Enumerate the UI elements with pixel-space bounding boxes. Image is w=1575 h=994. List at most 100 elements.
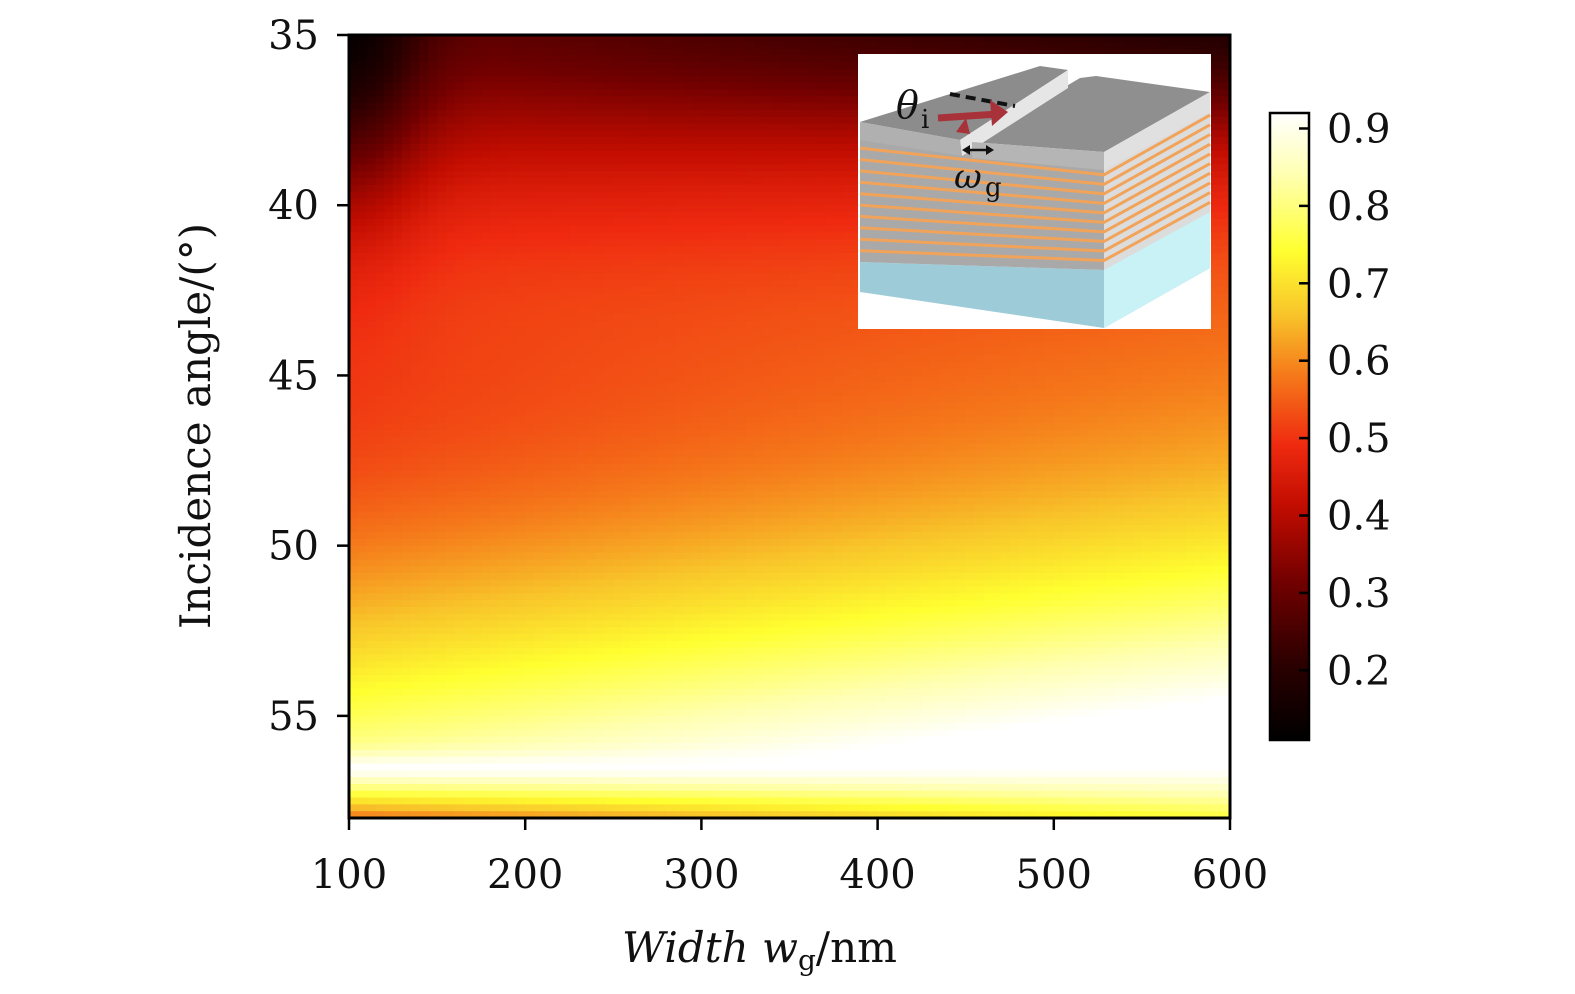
heatmap-cell — [719, 280, 729, 288]
heatmap-cell — [410, 232, 421, 240]
heatmap-cell — [604, 212, 614, 220]
heatmap-cell — [992, 334, 1002, 342]
heatmap-cell — [569, 171, 579, 179]
heatmap-cell — [569, 341, 579, 349]
heatmap-cell — [366, 62, 377, 70]
heatmap-cell — [578, 103, 588, 111]
heatmap-cell — [507, 280, 517, 288]
heatmap-cell — [613, 55, 623, 63]
heatmap-cell — [1221, 143, 1230, 152]
heatmap-cell — [472, 35, 482, 43]
heatmap-cell — [745, 280, 755, 288]
heatmap-cell — [789, 198, 799, 206]
heatmap-cell — [710, 62, 720, 70]
heatmap-cell — [674, 96, 685, 104]
heatmap-cell — [366, 266, 377, 274]
heatmap-cell — [974, 334, 984, 342]
heatmap-cell — [481, 96, 491, 104]
heatmap-cell — [498, 41, 509, 50]
heatmap-cell — [595, 177, 606, 186]
heatmap-cell — [719, 150, 729, 159]
heatmap-cell — [683, 82, 694, 91]
heatmap-cell — [454, 198, 465, 206]
heatmap-cell — [719, 368, 729, 377]
heatmap-cell — [498, 348, 509, 356]
heatmap-cell — [1027, 48, 1037, 57]
heatmap-cell — [560, 137, 570, 145]
heatmap-cell — [507, 82, 517, 91]
heatmap-cell — [798, 55, 808, 63]
heatmap-cell — [630, 259, 641, 268]
heatmap-cell — [745, 75, 755, 84]
heatmap-cell — [904, 348, 914, 356]
heatmap-cell — [1177, 348, 1187, 356]
heatmap-cell — [780, 368, 791, 377]
heatmap-cell — [727, 41, 738, 50]
heatmap-cell — [393, 327, 403, 336]
heatmap-cell — [630, 55, 641, 63]
heatmap-cell — [886, 341, 896, 349]
heatmap-cell — [798, 123, 808, 131]
heatmap-cell — [428, 334, 438, 342]
heatmap-cell — [551, 116, 562, 125]
heatmap-cell — [357, 48, 368, 57]
heatmap-cell — [560, 62, 570, 70]
heatmap-cell — [719, 259, 729, 268]
heatmap-cell — [1177, 368, 1187, 377]
heatmap-cell — [736, 334, 747, 342]
heatmap-cell — [357, 348, 368, 356]
heatmap-cell — [384, 232, 394, 240]
heatmap-cell — [754, 89, 764, 97]
heatmap-cell — [507, 171, 517, 179]
heatmap-cell — [815, 212, 826, 220]
heatmap-cell — [666, 205, 676, 213]
heatmap-cell — [771, 355, 782, 363]
heatmap-cell — [560, 232, 570, 240]
heatmap-cell — [454, 35, 465, 43]
heatmap-cell — [622, 157, 632, 165]
heatmap-cell — [798, 130, 808, 138]
heatmap-cell — [410, 205, 421, 213]
heatmap-cell — [472, 252, 482, 261]
heatmap-cell — [763, 341, 773, 349]
heatmap-cell — [498, 75, 509, 84]
heatmap-cell — [895, 334, 905, 342]
heatmap-cell — [595, 184, 606, 193]
heatmap-cell — [569, 69, 579, 77]
heatmap-cell — [366, 130, 377, 138]
heatmap-cell — [1097, 327, 1108, 336]
heatmap-cell — [357, 35, 368, 43]
heatmap-cell — [674, 41, 685, 50]
heatmap-cell — [771, 164, 782, 172]
heatmap-cell — [384, 307, 394, 315]
heatmap-cell — [419, 109, 429, 118]
heatmap-cell — [401, 123, 412, 131]
heatmap-cell — [824, 280, 835, 288]
heatmap-cell — [745, 368, 755, 377]
heatmap-cell — [454, 116, 465, 125]
heatmap-cell — [727, 48, 738, 57]
heatmap-cell — [349, 191, 359, 200]
heatmap-cell — [666, 184, 676, 193]
heatmap-cell — [472, 75, 482, 84]
heatmap-cell — [815, 35, 826, 43]
heatmap-cell — [463, 96, 473, 104]
heatmap-cell — [1185, 35, 1196, 43]
heatmap-cell — [692, 69, 702, 77]
heatmap-cell — [692, 198, 702, 206]
heatmap-cell — [789, 35, 799, 43]
heatmap-cell — [445, 259, 456, 268]
heatmap-cell — [357, 191, 368, 200]
heatmap-cell — [613, 191, 623, 200]
heatmap-cell — [780, 327, 791, 336]
heatmap-cell — [454, 225, 465, 234]
heatmap-cell — [525, 191, 535, 200]
heatmap-cell — [393, 212, 403, 220]
heatmap-cell — [780, 334, 791, 342]
heatmap-cell — [701, 41, 711, 50]
heatmap-cell — [745, 314, 755, 322]
heatmap-cell — [719, 171, 729, 179]
heatmap-cell — [525, 286, 535, 295]
heatmap-cell — [763, 259, 773, 268]
heatmap-cell — [674, 286, 685, 295]
